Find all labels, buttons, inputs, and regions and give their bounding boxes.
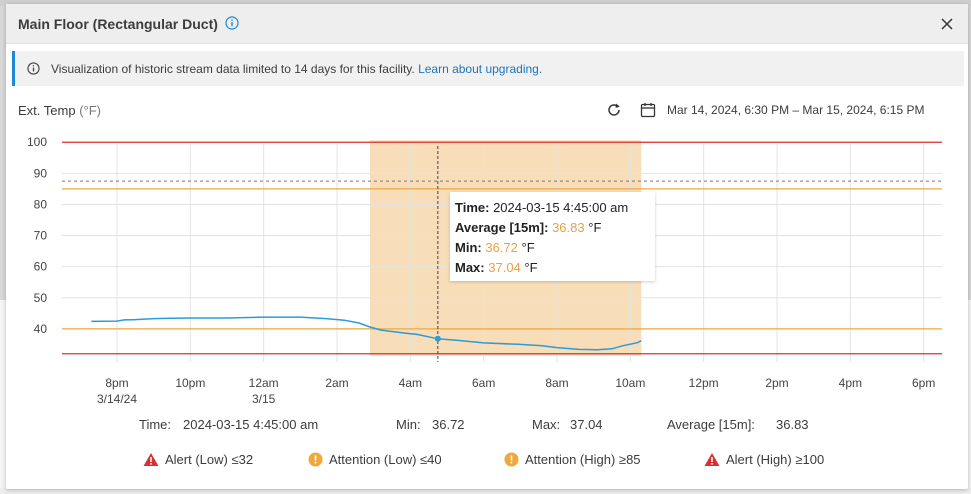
legend-item-attention-low[interactable]: Attention (Low) ≤40 <box>308 452 442 467</box>
date-range-picker[interactable]: Mar 14, 2024, 6:30 PM – Mar 15, 2024, 6:… <box>667 103 925 117</box>
chart-tooltip: Time: 2024-03-15 4:45:00 am Average [15m… <box>450 192 655 281</box>
background-app-bottom <box>0 488 971 494</box>
x-tick-sublabel: 3/14/24 <box>97 392 137 406</box>
x-tick-label: 4am <box>399 376 422 390</box>
tooltip-time-row: Time: 2024-03-15 4:45:00 am <box>455 198 650 218</box>
legend-item-alert-low[interactable]: Alert (Low) ≤32 <box>143 452 253 467</box>
tooltip-min-unit: °F <box>521 240 535 255</box>
y-tick-label: 50 <box>34 291 48 305</box>
info-circle-icon <box>27 62 40 80</box>
summary-time-label: Time: <box>139 417 172 432</box>
tooltip-max-value: 37.04 <box>488 260 521 275</box>
data-limit-banner: Visualization of historic stream data li… <box>12 51 964 86</box>
threshold-legend: Alert (Low) ≤32 Attention (Low) ≤40 Atte… <box>6 452 968 472</box>
alert-triangle-icon <box>143 453 159 466</box>
learn-upgrade-link[interactable]: Learn about upgrading. <box>418 62 543 76</box>
calendar-icon[interactable] <box>639 101 657 119</box>
banner-text: Visualization of historic stream data li… <box>51 62 415 76</box>
tooltip-max-label: Max: <box>455 260 485 275</box>
tooltip-max-unit: °F <box>524 260 538 275</box>
x-tick-label: 2am <box>325 376 348 390</box>
series-line <box>91 316 642 351</box>
tooltip-average-label: Average [15m]: <box>455 220 549 235</box>
y-tick-label: 80 <box>34 197 48 211</box>
banner-message: Visualization of historic stream data li… <box>51 62 542 76</box>
summary-time-value: 2024-03-15 4:45:00 am <box>183 417 319 432</box>
summary-max-value: 37.04 <box>570 417 603 432</box>
legend-label: Alert (Low) ≤32 <box>165 452 254 467</box>
tooltip-time-value: 2024-03-15 4:45:00 am <box>493 200 629 215</box>
y-tick-label: 100 <box>27 135 47 149</box>
tooltip-min-value: 36.72 <box>485 240 518 255</box>
legend-item-alert-high[interactable]: Alert (High) ≥100 <box>704 452 824 467</box>
legend-label: Alert (High) ≥100 <box>726 452 825 467</box>
tooltip-average-unit: °F <box>588 220 602 235</box>
x-tick-label: 8am <box>545 376 568 390</box>
tooltip-min-row: Min: 36.72 °F <box>455 238 650 258</box>
x-tick-label: 10pm <box>175 376 205 390</box>
x-tick-label: 8pm <box>105 376 128 390</box>
summary-average-label: Average [15m]: <box>667 417 755 432</box>
y-tick-label: 90 <box>34 166 48 180</box>
y-tick-label: 60 <box>34 260 48 274</box>
legend-label: Attention (High) ≥85 <box>525 452 641 467</box>
metric-unit: (°F) <box>79 103 101 118</box>
y-tick-label: 70 <box>34 229 48 243</box>
background-app-panel-right <box>966 300 971 494</box>
x-tick-label: 12pm <box>689 376 719 390</box>
summary-row: Time: 2024-03-15 4:45:00 am Min: 36.72 M… <box>6 417 968 437</box>
refresh-icon[interactable] <box>605 101 623 119</box>
legend-label: Attention (Low) ≤40 <box>329 452 442 467</box>
summary-average-value: 36.83 <box>776 417 809 432</box>
info-icon[interactable] <box>225 16 239 35</box>
dialog-title: Main Floor (Rectangular Duct) <box>18 16 218 32</box>
tooltip-max-row: Max: 37.04 °F <box>455 258 650 278</box>
y-tick-label: 40 <box>34 322 48 336</box>
background-app-strip <box>0 0 971 6</box>
tooltip-min-label: Min: <box>455 240 482 255</box>
close-icon[interactable] <box>938 15 956 33</box>
metric-label: Ext. Temp (°F) <box>18 103 101 118</box>
summary-max-label: Max: <box>532 417 561 432</box>
x-tick-label: 6am <box>472 376 495 390</box>
attention-circle-icon <box>504 452 519 467</box>
attention-circle-icon <box>308 452 323 467</box>
dialog-header: Main Floor (Rectangular Duct) <box>6 4 968 44</box>
summary-min-value: 36.72 <box>432 417 465 432</box>
temperature-chart[interactable]: 100 90 80 70 60 50 40 8pm 3/14/24 10pm 12am 3/15 2am… <box>6 4 968 409</box>
x-tick-label: 12am <box>249 376 279 390</box>
alert-triangle-icon <box>704 453 720 466</box>
metric-name: Ext. Temp <box>18 103 76 118</box>
x-tick-label: 10am <box>615 376 645 390</box>
stream-chart-dialog: Main Floor (Rectangular Duct) Visualiz <box>6 4 968 489</box>
cursor-point <box>434 335 441 342</box>
tooltip-time-label: Time: <box>455 200 490 215</box>
x-tick-label: 6pm <box>912 376 935 390</box>
tooltip-average-value: 36.83 <box>552 220 585 235</box>
summary-min-label: Min: <box>396 417 421 432</box>
legend-item-attention-high[interactable]: Attention (High) ≥85 <box>504 452 641 467</box>
x-tick-label: 2pm <box>765 376 788 390</box>
x-tick-sublabel: 3/15 <box>252 392 276 406</box>
tooltip-average-row: Average [15m]: 36.83 °F <box>455 218 650 238</box>
x-tick-label: 4pm <box>839 376 862 390</box>
